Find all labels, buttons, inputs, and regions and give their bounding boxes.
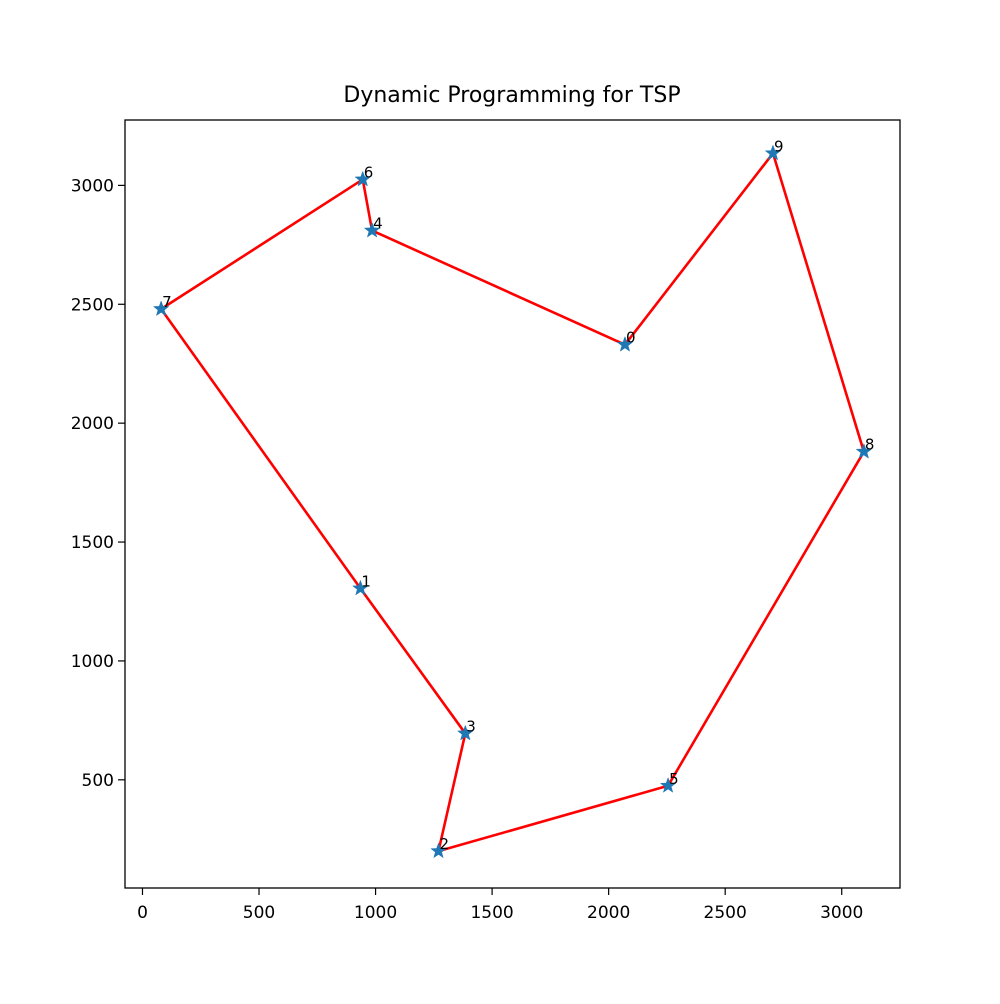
city-label-6: 6: [364, 163, 374, 181]
city-label-3: 3: [466, 717, 476, 735]
y-tick-label: 1000: [71, 652, 114, 672]
city-label-5: 5: [669, 770, 679, 788]
city-marker-5: [659, 777, 677, 793]
city-marker-6: [354, 170, 372, 187]
x-tick-label: 2500: [704, 903, 747, 923]
y-tick-label: 1500: [71, 533, 114, 553]
y-tick-label: 3000: [71, 176, 114, 196]
city-marker-4: [363, 221, 381, 238]
city-marker-9: [764, 144, 782, 161]
city-points: 0 1 2 3 4 5 6 7 8 9: [152, 137, 875, 859]
city-marker-7: [152, 300, 170, 317]
city-label-4: 4: [373, 215, 383, 233]
y-tick-label: 500: [82, 771, 114, 791]
plot-area-frame: [124, 119, 901, 889]
x-tick-label: 500: [243, 903, 275, 923]
city-label-1: 1: [361, 572, 371, 590]
city-label-7: 7: [162, 293, 172, 311]
chart-title: Dynamic Programming for TSP: [343, 83, 680, 108]
x-tick-label: 2000: [587, 903, 630, 923]
city-marker-3: [456, 724, 474, 741]
x-tick-label: 1000: [354, 903, 397, 923]
city-label-9: 9: [774, 137, 784, 155]
y-tick-label: 2500: [71, 295, 114, 315]
city-marker-1: [352, 579, 369, 596]
axis-ticks: 0 500 1000 1500 2000 2500 3000 500 1000 1500 2000 2…: [71, 176, 864, 923]
city-label-2: 2: [439, 835, 449, 853]
city-marker-8: [855, 442, 873, 459]
x-tick-label: 1500: [470, 903, 513, 923]
city-marker-0: [616, 335, 634, 352]
city-marker-2: [430, 842, 447, 859]
x-tick-label: 3000: [820, 903, 863, 923]
city-label-8: 8: [865, 436, 875, 454]
x-tick-label: 0: [137, 903, 148, 923]
y-tick-label: 2000: [71, 414, 114, 434]
city-label-0: 0: [626, 329, 636, 347]
